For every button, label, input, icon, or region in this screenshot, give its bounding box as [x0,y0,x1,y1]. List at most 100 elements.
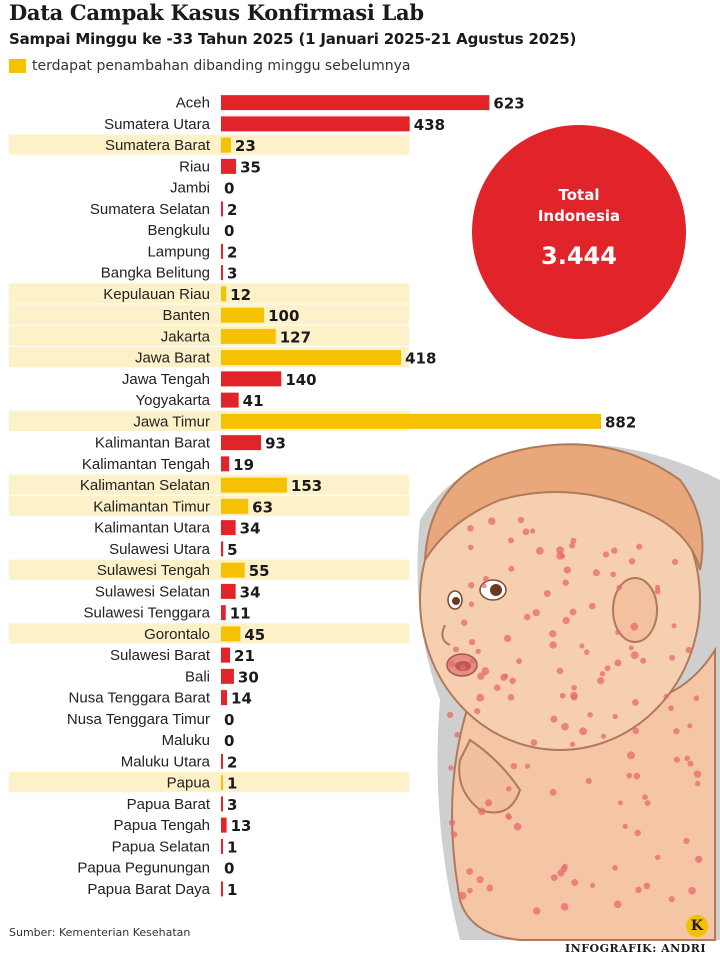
value-label: 1 [227,838,237,856]
rash-spots [446,516,703,915]
value-label: 23 [235,137,256,155]
value-label: 55 [249,562,270,580]
category-label: Papua [167,775,211,792]
category-label: Banten [162,307,210,324]
category-label: Kalimantan Tengah [82,456,210,473]
bar [221,456,230,472]
value-label: 0 [224,732,234,750]
rash-spot [570,693,578,701]
rash-spot [693,770,702,778]
rash-spot [509,677,516,685]
rash-spot [467,544,474,551]
value-label: 41 [243,392,264,410]
value-label: 3 [227,265,237,283]
value-label: 0 [224,180,234,198]
rash-spot [507,694,515,701]
value-label: 34 [240,583,261,601]
bar [221,371,282,387]
rash-spot [549,641,557,649]
rash-spot [640,657,647,664]
category-label: Papua Barat Daya [87,881,210,898]
rash-spot [669,654,675,661]
rash-spot [688,886,696,895]
category-label: Nusa Tenggara Timur [67,711,210,728]
rash-spot [530,739,538,746]
highlight-band [9,325,409,346]
rash-spot [503,673,509,679]
rash-spot [585,777,592,785]
value-label: 882 [605,413,636,431]
rash-spot [579,643,585,649]
rash-spot [571,879,579,887]
rash-spot [474,708,481,715]
bar [221,647,231,663]
rash-spot [550,715,558,723]
category-label: Sulawesi Barat [110,647,211,664]
bar [221,817,227,833]
rash-spot [673,756,681,763]
bar [221,626,241,642]
bar [221,796,223,812]
rash-spot [513,822,522,831]
rash-spot [517,516,525,524]
rash-spot [654,854,661,861]
rash-spot [482,575,489,582]
rash-spot [687,723,693,729]
bar [221,307,265,323]
category-label: Kepulauan Riau [103,286,210,303]
value-label: 34 [240,520,261,538]
value-label: 2 [227,753,237,771]
rash-spot [590,882,596,888]
bar [221,328,276,344]
rash-spot [467,887,473,894]
rash-spot [562,579,569,586]
rash-spot [505,813,512,819]
category-label: Gorontalo [144,626,210,643]
rash-spot [556,667,564,675]
value-label: 63 [252,498,273,516]
bar [221,435,262,451]
rash-spot [467,525,474,532]
rash-spot [634,829,641,837]
category-label: Jambi [170,180,210,197]
rash-spot [562,616,570,625]
category-label: Sumatera Selatan [90,201,210,218]
category-label: Papua Tengah [114,817,210,834]
rash-spot [602,551,610,558]
rash-spot [600,733,607,739]
rash-spot [630,651,639,660]
rash-spot [693,695,700,702]
total-circle: Total Indonesia 3.444 [472,125,686,339]
rash-spot [635,886,642,893]
category-label: Bangka Belitung [101,265,210,282]
category-label: Jawa Tengah [122,371,210,388]
rash-spot [460,619,468,626]
rash-spot [588,602,596,610]
rash-spot [628,558,636,565]
value-label: 153 [291,477,322,495]
category-label: Papua Barat [127,796,211,813]
bar [221,116,410,132]
rash-spot [530,528,536,534]
value-label: 2 [227,201,237,219]
rash-spot [446,711,454,719]
rash-spot [668,705,674,712]
legend: terdapat penambahan dibanding minggu seb… [9,58,410,74]
bar [221,350,402,366]
category-label: Papua Pegunungan [77,860,210,877]
rash-spot [503,634,512,643]
rash-spot [612,864,618,871]
category-label: Kalimantan Barat [95,435,211,452]
value-label: 14 [231,690,252,708]
value-label: 127 [280,328,311,346]
category-label: Bengkulu [147,222,210,239]
category-label: Jawa Barat [135,350,211,367]
bar [221,477,287,493]
rash-spot [486,884,494,892]
rash-spot [615,629,621,636]
rash-spot [642,794,648,801]
value-label: 623 [493,95,524,113]
infographic-credit: INFOGRAFIK: ANDRI [565,942,706,955]
rash-spot [458,891,467,900]
value-label: 0 [224,711,234,729]
